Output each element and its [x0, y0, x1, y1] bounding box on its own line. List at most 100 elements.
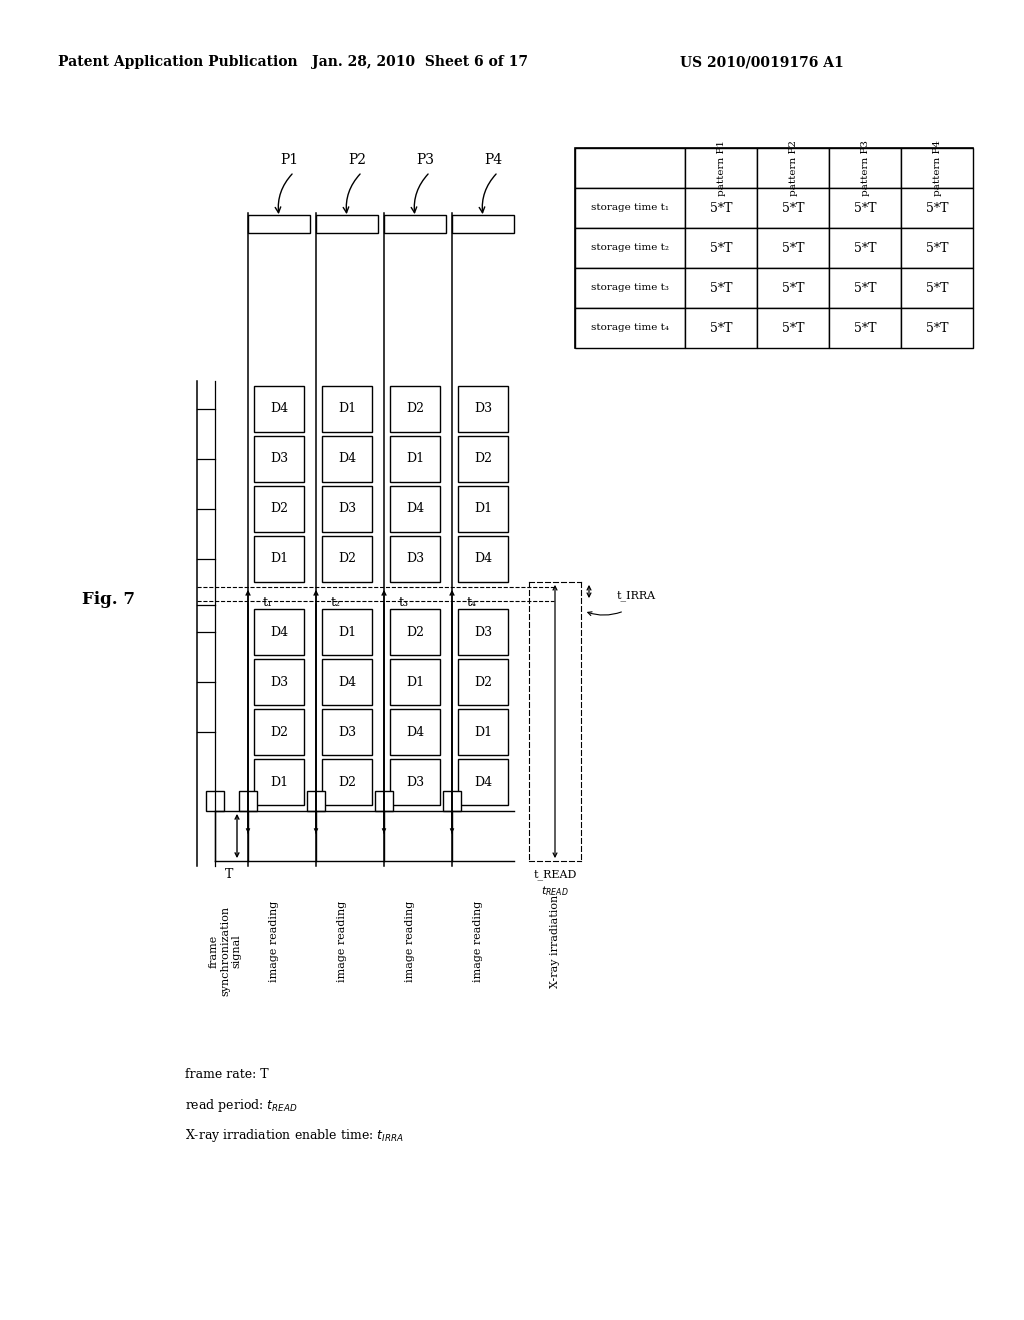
Text: 5*T: 5*T	[926, 322, 948, 334]
Text: D3: D3	[338, 503, 356, 516]
Text: $t_{READ}$: $t_{READ}$	[542, 884, 568, 898]
Bar	[254, 709, 304, 755]
Text: frame
synchronization
signal: frame synchronization signal	[209, 906, 242, 997]
Bar	[458, 759, 508, 805]
Text: pattern P4: pattern P4	[933, 140, 941, 195]
Text: D4: D4	[406, 503, 424, 516]
Bar	[901, 308, 973, 348]
Text: D1: D1	[338, 626, 356, 639]
Bar	[307, 791, 325, 810]
Bar	[829, 187, 901, 228]
Bar	[575, 148, 685, 187]
Text: D2: D2	[474, 676, 492, 689]
Text: D3: D3	[270, 453, 288, 466]
Text: 5*T: 5*T	[710, 202, 732, 214]
Bar	[829, 268, 901, 308]
Bar	[316, 215, 378, 234]
Bar	[757, 228, 829, 268]
Bar	[322, 659, 372, 705]
Text: Jan. 28, 2010  Sheet 6 of 17: Jan. 28, 2010 Sheet 6 of 17	[312, 55, 528, 69]
Bar	[390, 536, 440, 582]
Text: D1: D1	[406, 453, 424, 466]
Text: 5*T: 5*T	[781, 281, 804, 294]
Bar	[685, 228, 757, 268]
Bar	[757, 148, 829, 187]
Bar	[575, 148, 973, 348]
Text: 5*T: 5*T	[854, 242, 877, 255]
Bar	[322, 709, 372, 755]
Text: 5*T: 5*T	[926, 242, 948, 255]
Bar	[322, 486, 372, 532]
Bar	[390, 759, 440, 805]
Bar	[685, 148, 757, 187]
Bar	[390, 385, 440, 432]
Text: D2: D2	[406, 403, 424, 416]
Bar	[829, 228, 901, 268]
Bar	[452, 215, 514, 234]
Text: P3: P3	[416, 153, 434, 168]
Text: 5*T: 5*T	[926, 202, 948, 214]
Bar	[575, 268, 685, 308]
Text: storage time t₂: storage time t₂	[591, 243, 669, 252]
Bar	[206, 791, 224, 810]
Text: D4: D4	[270, 403, 288, 416]
Bar	[458, 609, 508, 655]
Text: storage time t₃: storage time t₃	[591, 284, 669, 293]
Bar	[458, 436, 508, 482]
Text: pattern P2: pattern P2	[788, 140, 798, 195]
Text: t_READ: t_READ	[534, 870, 577, 880]
Text: D2: D2	[474, 453, 492, 466]
Bar	[254, 609, 304, 655]
Bar	[829, 308, 901, 348]
Text: t₄: t₄	[467, 597, 477, 610]
Bar	[375, 791, 393, 810]
Text: D3: D3	[474, 626, 493, 639]
Text: D4: D4	[338, 453, 356, 466]
Bar	[322, 536, 372, 582]
Bar	[829, 148, 901, 187]
Bar	[901, 268, 973, 308]
Bar	[685, 268, 757, 308]
Text: Fig. 7: Fig. 7	[82, 591, 134, 609]
Bar	[390, 709, 440, 755]
Bar	[384, 215, 446, 234]
Text: image reading: image reading	[337, 900, 347, 982]
Bar	[254, 536, 304, 582]
Bar	[254, 385, 304, 432]
Text: X-ray irradiation enable time: $t_{IRRA}$: X-ray irradiation enable time: $t_{IRRA}…	[185, 1126, 403, 1143]
Bar	[575, 308, 685, 348]
Text: 5*T: 5*T	[781, 322, 804, 334]
Text: 5*T: 5*T	[854, 202, 877, 214]
Text: 5*T: 5*T	[710, 281, 732, 294]
Bar	[685, 187, 757, 228]
Bar	[757, 308, 829, 348]
Text: frame rate: T: frame rate: T	[185, 1068, 268, 1081]
Text: image reading: image reading	[406, 900, 415, 982]
Text: D4: D4	[270, 626, 288, 639]
Text: P2: P2	[348, 153, 366, 168]
Bar	[322, 385, 372, 432]
Text: D2: D2	[270, 726, 288, 738]
Bar	[254, 759, 304, 805]
Bar	[254, 659, 304, 705]
Text: P4: P4	[484, 153, 502, 168]
Bar	[901, 148, 973, 187]
Bar	[254, 436, 304, 482]
Text: t₃: t₃	[399, 597, 409, 610]
Text: T: T	[225, 869, 233, 882]
Bar	[458, 486, 508, 532]
Text: D4: D4	[474, 776, 493, 788]
Bar	[322, 759, 372, 805]
Text: D4: D4	[338, 676, 356, 689]
Text: t_IRRA: t_IRRA	[617, 590, 656, 602]
Text: storage time t₁: storage time t₁	[591, 203, 669, 213]
Text: D1: D1	[270, 553, 288, 565]
Text: D4: D4	[406, 726, 424, 738]
Text: 5*T: 5*T	[781, 202, 804, 214]
Text: D1: D1	[406, 676, 424, 689]
Text: D3: D3	[406, 553, 424, 565]
Text: pattern P3: pattern P3	[860, 140, 869, 195]
Text: read period: $t_{READ}$: read period: $t_{READ}$	[185, 1097, 298, 1114]
Bar	[322, 436, 372, 482]
Bar	[254, 486, 304, 532]
